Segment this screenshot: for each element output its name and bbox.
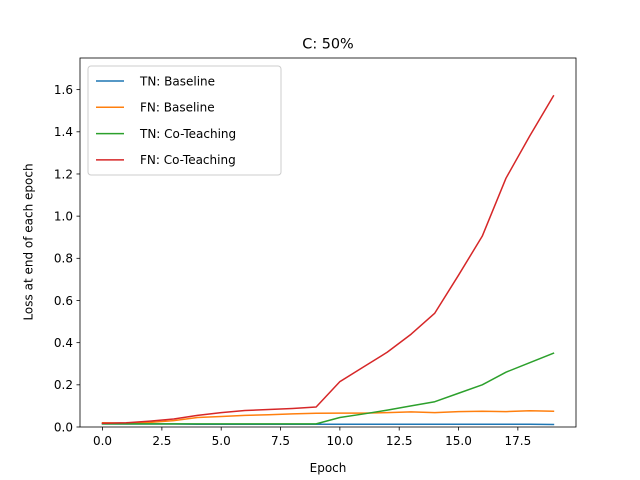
x-tick-label: 12.5 <box>386 434 413 448</box>
legend-label-1: FN: Baseline <box>140 101 215 115</box>
y-tick-label: 0.2 <box>54 378 73 392</box>
x-tick-label: 7.5 <box>271 434 290 448</box>
x-tick-label: 10.0 <box>327 434 354 448</box>
y-tick-label: 0.0 <box>54 420 73 434</box>
y-tick-label: 1.4 <box>54 125 73 139</box>
legend: TN: Baseline FN: Baseline TN: Co-Teaching F… <box>87 65 282 176</box>
y-tick-label: 0.6 <box>54 294 73 308</box>
legend-label-3: FN: Co-Teaching <box>140 153 236 167</box>
y-tick-label: 1.6 <box>54 83 73 97</box>
x-axis-label: Epoch <box>310 461 347 475</box>
y-tick-label: 1.2 <box>54 167 73 181</box>
y-tick-label: 0.8 <box>54 252 73 266</box>
x-tick-label: 5.0 <box>212 434 231 448</box>
series-line-2 <box>101 352 555 425</box>
plot-area: 0.0 2.5 5.0 7.5 10.0 12.5 15.0 17.5 0.0 0.2 0.4 0.6… <box>54 57 577 448</box>
legend-box <box>87 65 282 176</box>
series-line-3 <box>101 94 555 424</box>
axes-frame <box>79 57 577 428</box>
legend-label-2: TN: Co-Teaching <box>139 127 236 141</box>
x-tick-label: 2.5 <box>152 434 171 448</box>
x-tick-label: 0.0 <box>93 434 112 448</box>
series-line-1 <box>101 410 555 424</box>
x-tick-label: 17.5 <box>504 434 531 448</box>
y-tick-label: 1.0 <box>54 209 73 223</box>
chart-title: C: 50% <box>302 37 353 53</box>
y-tick-label: 0.4 <box>54 336 73 350</box>
legend-label-0: TN: Baseline <box>139 74 215 88</box>
y-axis-label: Loss at end of each epoch <box>22 163 36 320</box>
x-tick-label: 15.0 <box>445 434 472 448</box>
